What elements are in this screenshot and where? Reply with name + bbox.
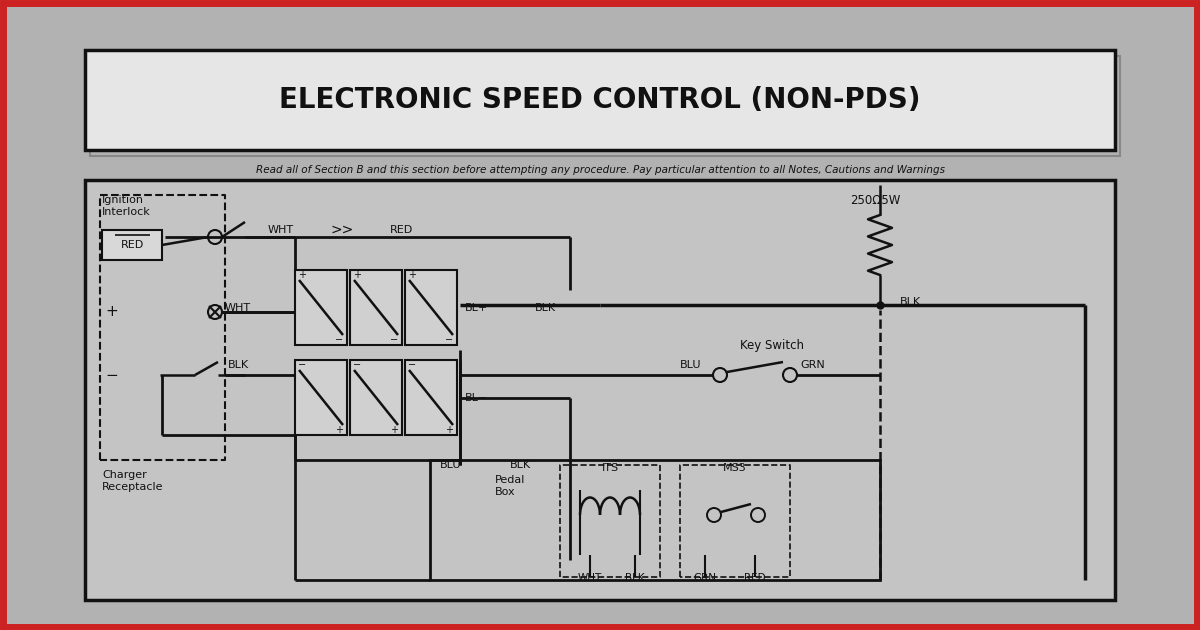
Text: BL−: BL− [466,393,488,403]
Text: Receptacle: Receptacle [102,482,163,492]
Text: −: − [298,360,306,370]
Text: ITS: ITS [601,463,618,473]
Text: +: + [390,425,398,435]
Text: BLU: BLU [440,460,462,470]
Text: +: + [106,304,118,319]
Text: BLK: BLK [535,303,556,313]
Text: ELECTRONIC SPEED CONTROL (NON-PDS): ELECTRONIC SPEED CONTROL (NON-PDS) [280,86,920,114]
Bar [295,360,347,435]
Text: +: + [335,425,343,435]
Text: RED: RED [744,573,766,583]
Text: +: + [353,270,361,280]
Bar [90,56,1120,156]
Text: GRN: GRN [694,573,716,583]
Text: WHT: WHT [578,573,602,583]
Text: BLK: BLK [900,297,922,307]
Text: Box: Box [496,487,516,497]
Bar [295,270,347,345]
Text: +: + [408,270,416,280]
Text: −: − [353,360,361,370]
Text: RED: RED [390,225,413,235]
Bar [430,460,880,580]
Text: −: − [445,335,454,345]
Text: Pedal: Pedal [496,475,526,485]
Text: Charger: Charger [102,470,146,480]
Text: Key Switch: Key Switch [740,338,804,352]
Text: BLK: BLK [625,573,644,583]
Bar [406,270,457,345]
Text: BLU: BLU [680,360,702,370]
Text: WHT: WHT [226,303,251,313]
Bar [85,180,1115,600]
Bar [85,50,1115,150]
Bar [102,230,162,260]
Text: WHT: WHT [268,225,294,235]
Text: Ignition: Ignition [102,195,144,205]
Text: GRN: GRN [800,360,824,370]
Text: +: + [298,270,306,280]
Bar [350,270,402,345]
Text: BL+: BL+ [466,303,488,313]
Text: −: − [106,367,118,382]
Text: +: + [445,425,454,435]
Bar [350,360,402,435]
Text: RED: RED [120,240,144,250]
Text: Interlock: Interlock [102,207,151,217]
Text: −: − [408,360,416,370]
Text: >>: >> [330,223,353,237]
Text: BLK: BLK [510,460,532,470]
Bar [406,360,457,435]
Text: BLK: BLK [228,360,250,370]
Text: −: − [390,335,398,345]
Text: Read all of Section B and this section before attempting any procedure. Pay part: Read all of Section B and this section b… [256,165,944,175]
Text: MS3: MS3 [724,463,746,473]
Text: −: − [335,335,343,345]
Text: 250Ω5W: 250Ω5W [850,193,900,207]
